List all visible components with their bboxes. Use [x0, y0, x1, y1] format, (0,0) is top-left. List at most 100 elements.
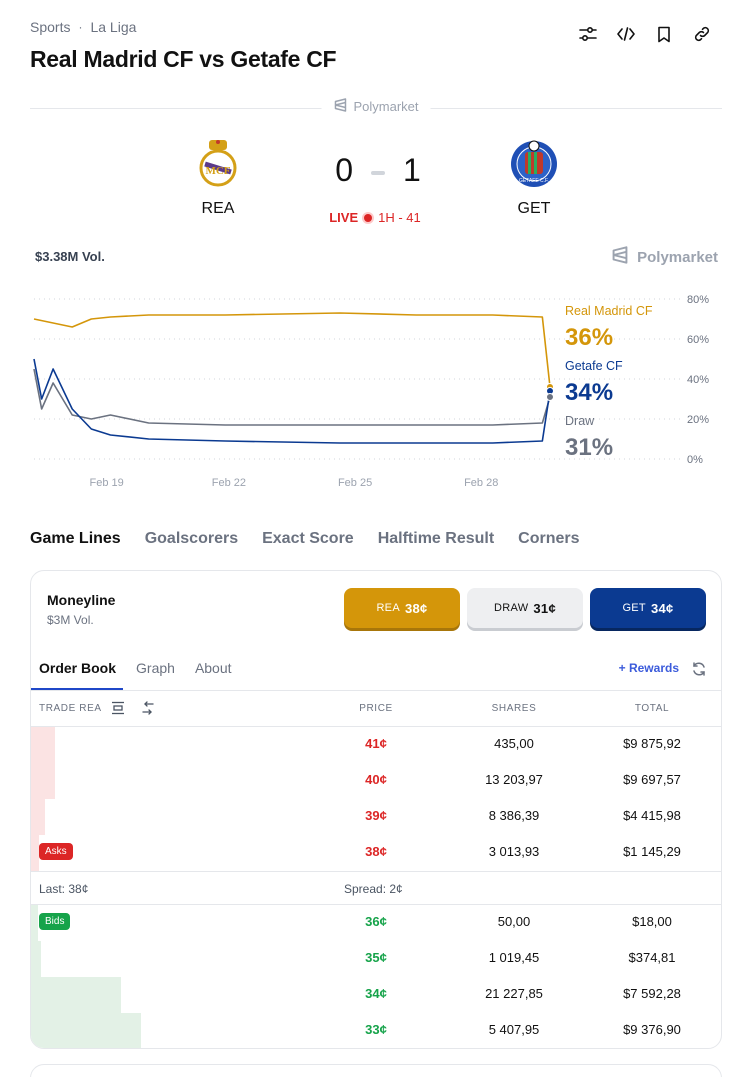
- legend-name: Getafe CF: [565, 359, 623, 373]
- ask-row[interactable]: 38¢ 3 013,93 $1 145,29 Asks: [31, 835, 721, 871]
- next-market-card: [30, 1064, 722, 1077]
- total-header: TOTAL: [634, 703, 670, 714]
- trade-label: TRADE REA: [39, 703, 102, 714]
- ask-total: $9 875,92: [623, 736, 681, 751]
- breadcrumb-sports[interactable]: Sports: [30, 19, 71, 35]
- home-score: 0: [335, 152, 353, 188]
- bid-total: $9 376,90: [623, 1022, 681, 1037]
- ask-row[interactable]: 41¢ 435,00 $9 875,92: [31, 727, 721, 763]
- moneyline-volume: $3M Vol.: [47, 613, 94, 627]
- breadcrumb-league[interactable]: La Liga: [90, 19, 137, 35]
- tab-about[interactable]: About: [194, 660, 232, 676]
- ask-price: 38¢: [365, 844, 387, 859]
- x-tick-label: Feb 22: [212, 477, 246, 489]
- bid-row[interactable]: 34¢ 21 227,85 $7 592,28: [31, 977, 721, 1013]
- bids-badge: Bids: [39, 913, 71, 930]
- live-status: LIVE 1H - 41: [300, 210, 450, 225]
- chart-brand: Polymarket: [611, 246, 718, 268]
- last-price: Last: 38¢: [39, 882, 89, 896]
- ask-total: $1 145,29: [623, 844, 681, 859]
- bid-depth-bar: [31, 941, 42, 977]
- asks-badge: Asks: [39, 843, 73, 860]
- polymarket-logo-icon: [333, 98, 347, 115]
- ask-shares: 13 203,97: [485, 772, 543, 787]
- ask-depth-bar: [31, 799, 45, 835]
- bid-total: $7 592,28: [623, 986, 681, 1001]
- ask-shares: 8 386,39: [488, 808, 540, 823]
- sliders-icon[interactable]: [576, 24, 600, 44]
- moneyline-card: Moneyline $3M Vol. REA 38¢ DRAW 31¢ GET …: [30, 570, 722, 1049]
- tab-corners[interactable]: Corners: [518, 530, 580, 547]
- tab-game-lines[interactable]: Game Lines: [30, 530, 121, 547]
- buy-get-button[interactable]: GET 34¢: [590, 588, 706, 628]
- link-icon[interactable]: [690, 24, 714, 44]
- away-team[interactable]: GETAFE C.F. GET: [474, 138, 594, 218]
- spread-row: Last: 38¢ Spread: 2¢: [31, 871, 721, 905]
- bid-shares: 50,00: [497, 914, 531, 929]
- real-madrid-crest-icon: MCF: [194, 138, 242, 190]
- home-team-abbr: REA: [201, 200, 235, 217]
- active-tab-indicator: [31, 688, 123, 690]
- x-tick-label: Feb 19: [89, 477, 123, 489]
- live-dot-icon: [364, 214, 373, 222]
- bid-row[interactable]: 35¢ 1 019,45 $374,81: [31, 941, 721, 977]
- bid-shares: 5 407,95: [488, 1022, 540, 1037]
- refresh-icon[interactable]: [691, 661, 707, 677]
- series-endpoint: [546, 393, 554, 401]
- bid-row[interactable]: 33¢ 5 407,95 $9 376,90: [31, 1013, 721, 1048]
- buy-rea-price: 38¢: [404, 600, 428, 616]
- y-tick-label: 0%: [687, 454, 703, 466]
- bid-depth-bar: [31, 977, 121, 1013]
- price-history-chart[interactable]: 80% 60% 40% 20% 0% Feb 19 Feb 22 Feb 25 Feb 28 Re…: [0, 285, 736, 495]
- tab-order-book[interactable]: Order Book: [39, 660, 117, 676]
- buy-draw-button[interactable]: DRAW 31¢: [467, 588, 583, 628]
- home-team[interactable]: MCF REA: [158, 138, 278, 218]
- detail-tabs: Order Book Graph About: [39, 660, 252, 676]
- page-title: Real Madrid CF vs Getafe CF: [30, 46, 337, 72]
- ask-shares: 3 013,93: [488, 844, 540, 859]
- bid-total: $18,00: [632, 914, 672, 929]
- price-header: PRICE: [359, 703, 393, 714]
- ask-depth-bar: [31, 727, 56, 763]
- brand-divider: Polymarket: [30, 98, 722, 118]
- tab-graph[interactable]: Graph: [136, 660, 175, 676]
- ask-shares: 435,00: [494, 736, 534, 751]
- bid-depth-bar: [31, 905, 38, 941]
- ask-row[interactable]: 39¢ 8 386,39 $4 415,98: [31, 799, 721, 835]
- y-tick-label: 40%: [687, 374, 709, 386]
- ask-price: 39¢: [365, 808, 387, 823]
- ask-total: $9 697,57: [623, 772, 681, 787]
- rewards-link[interactable]: + Rewards: [618, 661, 679, 675]
- swap-icon[interactable]: [141, 701, 155, 715]
- buy-get-price: 34¢: [650, 600, 674, 616]
- tab-exact-score[interactable]: Exact Score: [262, 530, 354, 547]
- brand-name: Polymarket: [353, 99, 419, 114]
- bookmark-icon[interactable]: [652, 24, 676, 44]
- bid-row[interactable]: 36¢ 50,00 $18,00 Bids: [31, 905, 721, 941]
- series-line-draw: [33, 368, 551, 426]
- away-team-abbr: GET: [517, 200, 551, 217]
- getafe-crest-icon: GETAFE C.F.: [510, 138, 558, 190]
- bid-price: 33¢: [365, 1022, 387, 1037]
- ask-row[interactable]: 40¢ 13 203,97 $9 697,57: [31, 763, 721, 799]
- x-tick-label: Feb 25: [338, 477, 372, 489]
- tab-halftime-result[interactable]: Halftime Result: [377, 530, 495, 547]
- bid-price: 34¢: [365, 986, 387, 1001]
- toolbar: [576, 24, 714, 44]
- breadcrumb: Sports · La Liga: [30, 19, 136, 35]
- legend-value: 31%: [565, 434, 613, 461]
- buy-rea-button[interactable]: REA 38¢: [344, 588, 460, 628]
- market-tabs: Game Lines Goalscorers Exact Score Halftime…: [30, 530, 580, 548]
- center-book-icon[interactable]: [111, 701, 125, 715]
- svg-text:GETAFE C.F.: GETAFE C.F.: [519, 178, 549, 184]
- series-line-getafe-cf: [33, 358, 551, 444]
- chart-brand-name: Polymarket: [637, 248, 718, 266]
- bid-shares: 21 227,85: [485, 986, 543, 1001]
- buy-draw-price: 31¢: [533, 600, 556, 616]
- away-score: 1: [403, 152, 421, 188]
- code-icon[interactable]: [614, 24, 638, 44]
- tab-goalscorers[interactable]: Goalscorers: [144, 530, 239, 547]
- moneyline-title: Moneyline: [47, 592, 116, 608]
